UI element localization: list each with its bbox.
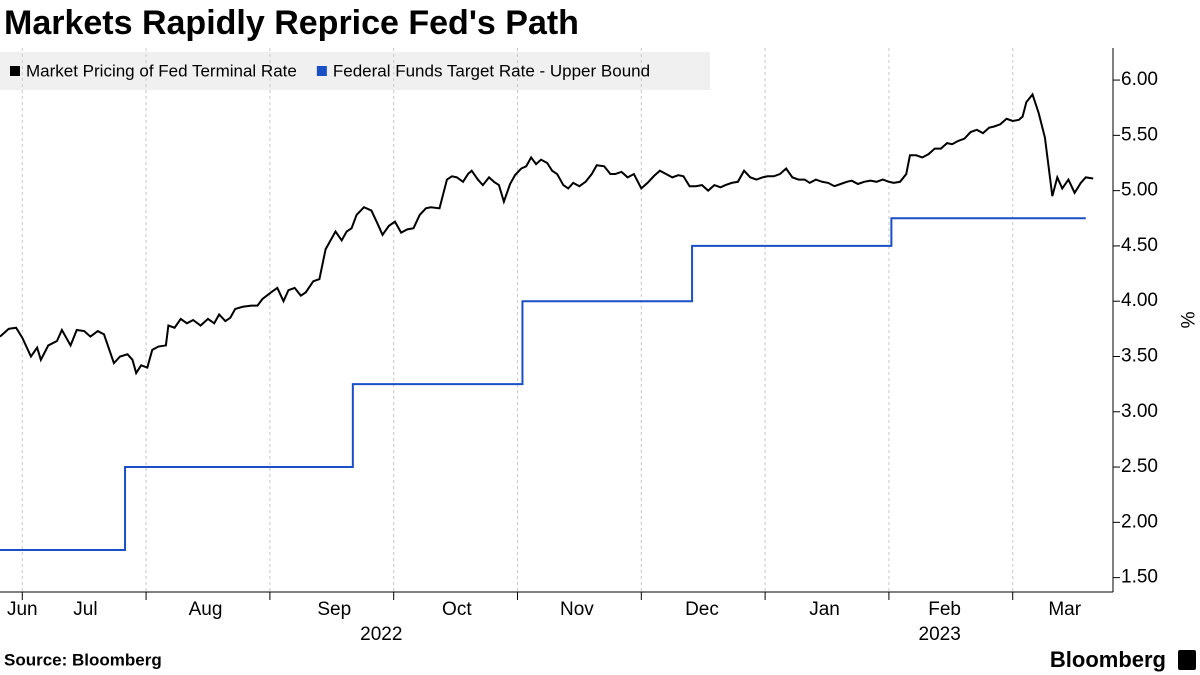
series-line [0,92,1094,376]
x-tick-label: Jan [809,599,840,620]
x-tick-label: Jul [73,599,97,620]
legend-box [0,52,710,90]
brand-icon [1178,650,1196,670]
y-tick-label: 6.00 [1121,69,1158,90]
source: Source: Bloomberg [4,650,162,669]
x-tick-label: Dec [685,599,719,620]
x-tick-label: Oct [442,599,472,620]
y-tick-label: 5.50 [1121,124,1158,145]
y-tick-label: 3.00 [1121,401,1158,422]
x-tick-label: Jun [7,599,38,620]
y-tick-label: 5.00 [1121,180,1158,201]
x-tick-label: Nov [560,599,594,620]
y-tick-label: 1.50 [1121,567,1158,588]
year-label: 2023 [919,624,961,645]
legend-label: Market Pricing of Fed Terminal Rate [26,61,297,80]
year-label: 2022 [360,624,402,645]
x-tick-label: Feb [928,599,961,620]
x-tick-label: Sep [317,599,351,620]
y-tick-label: 2.50 [1121,456,1158,477]
y-tick-label: 4.50 [1121,235,1158,256]
brand: Bloomberg [1050,647,1166,672]
y-tick-label: 3.50 [1121,346,1158,367]
y-tick-label: 4.00 [1121,290,1158,311]
chart-title: Markets Rapidly Reprice Fed's Path [4,4,579,42]
legend-swatch [316,66,327,76]
x-tick-label: Mar [1048,599,1081,620]
y-tick-label: 2.00 [1121,511,1158,532]
y-axis-label: % [1176,312,1197,329]
series-line [0,217,1086,551]
x-tick-label: Aug [189,599,223,620]
legend-label: Federal Funds Target Rate - Upper Bound [333,61,650,80]
legend-swatch [10,66,20,76]
